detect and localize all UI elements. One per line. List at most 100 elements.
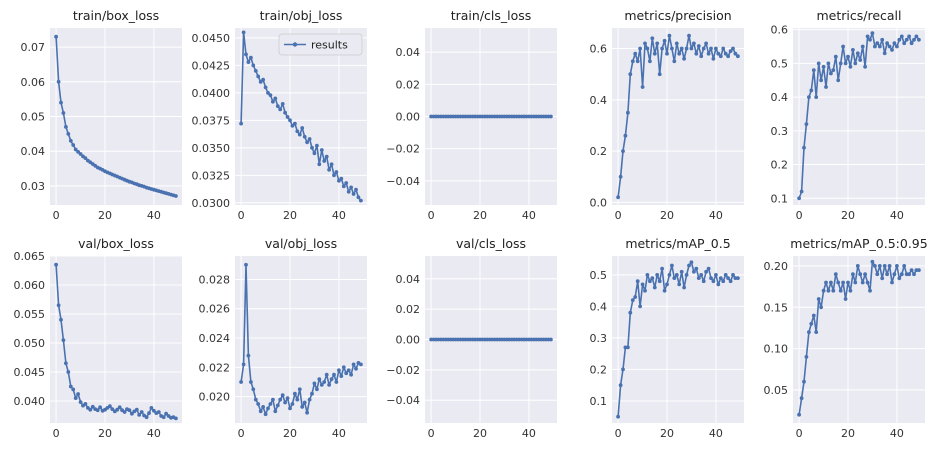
chart-title: train/cls_loss (451, 8, 532, 23)
y-tick-label: 0.03 (21, 180, 46, 193)
data-point (672, 276, 677, 280)
data-point (273, 96, 278, 101)
data-point (897, 276, 902, 281)
data-point (692, 41, 696, 46)
data-point (130, 411, 134, 416)
data-point (305, 140, 309, 145)
data-point (804, 122, 809, 126)
data-point (684, 46, 689, 51)
data-point (799, 189, 804, 194)
data-point (295, 129, 300, 134)
data-point (290, 402, 295, 406)
data-point (907, 272, 911, 277)
data-point (731, 273, 735, 277)
data-point (797, 196, 801, 201)
subplot-6: val/box_loss 0 20 40 0.040 0.045 0.050 0.055 0.0… (14, 236, 182, 440)
data-point (78, 152, 83, 156)
data-point (692, 269, 696, 274)
subplot-10: metrics/mAP_0.5:0.95 0 20 40 0.05 0.10 0.15 0.2… (764, 236, 928, 440)
y-tick-label: −0.04 (386, 175, 420, 188)
data-point (855, 51, 860, 56)
data-point (322, 380, 327, 384)
data-point (841, 280, 845, 285)
data-point (307, 397, 312, 402)
data-point (819, 305, 823, 310)
data-point (873, 264, 877, 268)
data-point (863, 272, 867, 277)
x-tick-label: 0 (428, 209, 435, 222)
data-point (88, 407, 93, 412)
data-point (253, 69, 258, 73)
data-point (877, 264, 882, 268)
data-point (623, 133, 628, 138)
y-tick-label: −0.02 (386, 364, 420, 377)
data-point (149, 406, 154, 410)
data-point (865, 280, 870, 285)
data-point (319, 383, 324, 387)
data-point (851, 48, 855, 52)
data-point (249, 380, 253, 384)
y-tick-label: 0.0400 (192, 87, 231, 100)
data-point (716, 51, 721, 56)
y-tick-label: 0.4 (590, 94, 608, 107)
x-tick-label: 0 (53, 427, 60, 440)
data-point (826, 288, 831, 293)
data-point (98, 405, 102, 410)
data-point (689, 260, 694, 265)
y-tick-label: 0.2 (590, 363, 608, 376)
chart-title: train/box_loss (73, 8, 159, 23)
data-point (59, 100, 63, 105)
data-point (258, 80, 263, 84)
data-point (640, 282, 645, 287)
data-point (843, 297, 848, 301)
data-point (359, 362, 363, 367)
data-point (809, 321, 814, 326)
data-point (912, 272, 916, 277)
y-tick-label: 0.024 (199, 332, 231, 345)
data-point (630, 298, 635, 302)
data-point (709, 276, 713, 280)
data-point (833, 272, 838, 277)
data-point (858, 272, 863, 277)
data-point (302, 134, 307, 139)
data-point (858, 58, 863, 62)
data-point (266, 406, 270, 411)
y-tick-label: 0.045 (14, 366, 46, 379)
data-point (699, 54, 704, 59)
data-point (917, 37, 921, 42)
data-point (278, 107, 283, 112)
x-tick-label: 20 (841, 427, 855, 440)
data-point (814, 95, 819, 99)
data-point (139, 410, 144, 414)
data-point (334, 380, 339, 384)
data-point (902, 264, 907, 268)
x-tick-label: 40 (147, 209, 161, 222)
data-point (657, 72, 662, 77)
subplot-1: train/box_loss 0 20 40 0.03 0.04 0.05 0.06 0.07 (21, 8, 182, 222)
y-tick-label: 0.055 (14, 308, 46, 321)
data-point (821, 64, 826, 69)
data-point (877, 44, 882, 49)
data-point (339, 176, 344, 181)
data-point (728, 279, 733, 284)
data-point (670, 46, 674, 51)
y-tick-label: 0.00 (396, 111, 421, 124)
data-point (244, 262, 248, 267)
data-point (682, 56, 686, 61)
data-point (64, 361, 68, 366)
data-point (310, 391, 314, 396)
data-point (841, 44, 845, 49)
data-point (312, 151, 317, 156)
data-point (73, 147, 78, 152)
data-point (902, 41, 907, 46)
data-point (71, 387, 76, 392)
x-tick-label: 0 (615, 209, 622, 222)
data-point (733, 51, 738, 56)
data-point (297, 387, 302, 392)
y-tick-label: 0.022 (199, 361, 231, 374)
y-tick-label: 0.07 (21, 41, 46, 54)
x-tick-label: 40 (522, 427, 536, 440)
data-point (699, 273, 704, 277)
x-tick-label: 40 (332, 427, 346, 440)
legend-marker (292, 42, 298, 47)
